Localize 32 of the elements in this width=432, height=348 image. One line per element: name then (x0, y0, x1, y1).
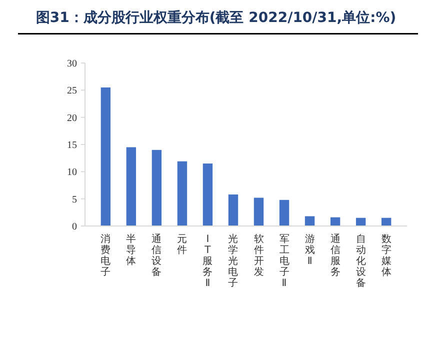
x-tick-label: 光学光电子 (228, 233, 238, 289)
bar (126, 147, 136, 226)
y-tick-label: 5 (72, 194, 77, 206)
bar (330, 217, 340, 226)
x-tick-label: 通信服务 (330, 233, 340, 278)
x-tick-label: 消费电子 (100, 233, 111, 278)
bar (202, 164, 213, 226)
y-tick-label: 30 (67, 58, 77, 70)
x-tick-label: 软件开发 (254, 233, 264, 278)
x-tick-label: 通信设备 (152, 233, 162, 278)
y-tick-label: 15 (67, 140, 77, 151)
x-tick-label: 自动化设备 (356, 233, 366, 289)
bar (304, 216, 315, 226)
chart-title: 图31：成分股行业权重分布(截至 2022/10/31,单位:%) (36, 10, 396, 26)
x-tick-label: 数字媒体 (381, 234, 392, 278)
x-tick-label: 游戏Ⅱ (304, 233, 315, 267)
x-tick-label: 元件 (177, 234, 188, 256)
bar (100, 87, 111, 226)
bar (381, 218, 392, 226)
bar (279, 200, 290, 226)
y-tick-label: 25 (67, 86, 77, 97)
bar (356, 218, 366, 226)
y-tick-label: 10 (67, 167, 77, 178)
bar (177, 161, 188, 226)
x-tick-label: IT服务Ⅱ (202, 234, 213, 289)
bar (228, 194, 238, 226)
bar (152, 150, 162, 226)
y-tick-label: 20 (67, 112, 77, 124)
y-tick-label: 0 (72, 222, 77, 232)
bar (254, 198, 264, 226)
x-tick-label: 半导体 (126, 233, 136, 267)
x-tick-label: 军工电子Ⅱ (279, 234, 290, 289)
